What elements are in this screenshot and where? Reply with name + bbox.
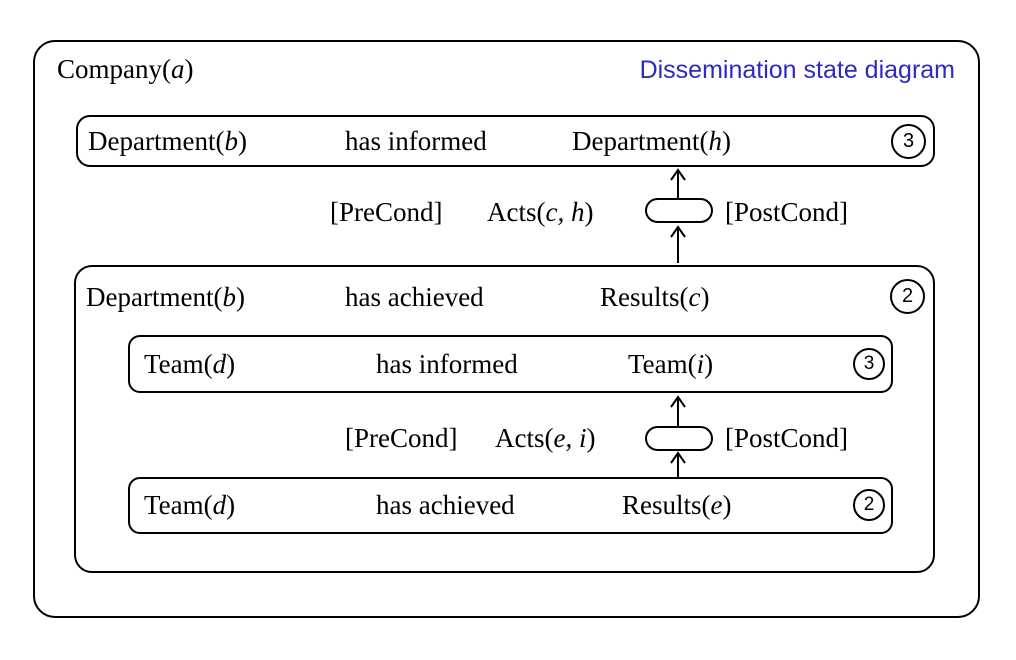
subject-suffix: ) — [226, 490, 236, 520]
state-object: Results(c) — [600, 283, 710, 311]
state-box-department-informed: Department(b) has informed Department(h)… — [76, 115, 935, 167]
state-object: Results(e) — [622, 491, 732, 519]
subject-var: d — [212, 349, 227, 379]
subject-var: d — [212, 490, 227, 520]
object-suffix: ) — [721, 126, 731, 156]
company-label: Company(a) — [57, 55, 194, 83]
subject-prefix: Team( — [144, 349, 213, 379]
state-subject: Department(b) — [88, 127, 247, 155]
state-object: Department(h) — [572, 127, 731, 155]
arrow-up-icon — [670, 168, 686, 199]
object-prefix: Team( — [628, 349, 697, 379]
subject-suffix: ) — [235, 282, 245, 312]
postcond-label: [PostCond] — [725, 423, 849, 453]
subject-prefix: Department( — [88, 126, 225, 156]
act-var: c, h — [545, 197, 585, 227]
state-verb: has informed — [376, 349, 518, 379]
act-suffix: ) — [586, 423, 596, 453]
object-var: e — [710, 490, 723, 520]
act-suffix: ) — [584, 197, 594, 227]
company-label-prefix: Company( — [57, 54, 171, 84]
postcond-label: [PostCond] — [725, 197, 849, 227]
subject-prefix: Department( — [86, 282, 223, 312]
state-box-team-achieved: Team(d) has achieved Results(e) 2 — [128, 477, 893, 534]
arrow-up-icon — [670, 225, 686, 263]
state-subject: Department(b) — [86, 283, 245, 311]
object-suffix: ) — [700, 282, 710, 312]
state-badge: 3 — [891, 124, 926, 159]
state-subject: Team(d) — [144, 491, 235, 519]
state-verb: has informed — [345, 126, 487, 156]
subject-suffix: ) — [226, 349, 236, 379]
object-suffix: ) — [704, 349, 714, 379]
state-box-team-informed: Team(d) has informed Team(i) 3 — [128, 335, 893, 393]
act-prefix: Acts( — [487, 197, 546, 227]
arrow-up-icon — [670, 395, 686, 426]
object-var: c — [688, 282, 701, 312]
subject-var: b — [222, 282, 236, 312]
object-suffix: ) — [722, 490, 732, 520]
object-prefix: Results( — [600, 282, 689, 312]
act-label: Acts(c, h) — [487, 198, 593, 226]
state-verb: has achieved — [345, 282, 484, 312]
object-prefix: Department( — [572, 126, 709, 156]
act-prefix: Acts( — [495, 423, 554, 453]
precond-label: [PreCond] — [330, 197, 443, 227]
state-badge: 2 — [890, 279, 925, 314]
action-pill — [645, 426, 713, 451]
state-verb: has achieved — [376, 490, 515, 520]
subject-var: b — [224, 126, 238, 156]
state-object: Team(i) — [628, 350, 713, 378]
state-subject: Team(d) — [144, 350, 235, 378]
company-label-var: a — [171, 54, 185, 84]
object-var: i — [696, 349, 705, 379]
company-box: Company(a) Dissemination state diagram D… — [33, 40, 980, 618]
state-badge: 2 — [853, 489, 885, 521]
state-box-department-achieved: Department(b) has achieved Results(c) 2 … — [74, 265, 935, 573]
subject-prefix: Team( — [144, 490, 213, 520]
action-pill — [645, 198, 713, 223]
act-var: e, i — [553, 423, 587, 453]
arrow-up-icon — [670, 451, 686, 477]
diagram-title: Dissemination state diagram — [639, 56, 955, 84]
object-prefix: Results( — [622, 490, 711, 520]
precond-label: [PreCond] — [345, 423, 458, 453]
act-label: Acts(e, i) — [495, 424, 595, 452]
company-label-suffix: ) — [184, 54, 194, 84]
object-var: h — [708, 126, 722, 156]
state-badge: 3 — [853, 348, 885, 380]
subject-suffix: ) — [237, 126, 247, 156]
